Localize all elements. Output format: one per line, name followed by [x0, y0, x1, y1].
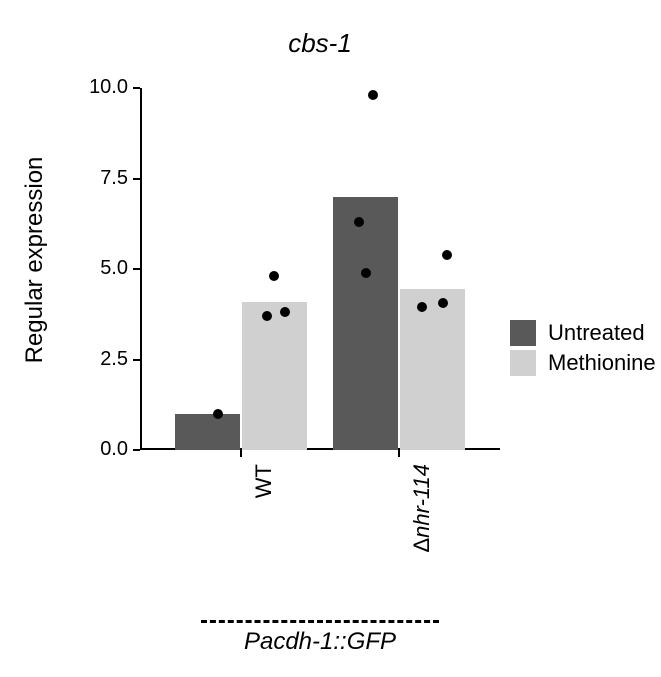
bar	[400, 289, 465, 450]
y-tick-label: 10.0	[80, 76, 128, 99]
data-point	[361, 268, 371, 278]
y-tick	[133, 359, 140, 361]
legend-swatch	[510, 320, 536, 346]
data-point	[368, 90, 378, 100]
chart-title: cbs-1	[140, 28, 500, 59]
y-tick	[133, 268, 140, 270]
y-axis-label: Regular expression	[21, 150, 49, 370]
legend-item: Untreated	[510, 320, 656, 346]
bar	[175, 414, 240, 450]
y-tick	[133, 449, 140, 451]
y-tick-label: 2.5	[80, 348, 128, 371]
y-axis-line	[140, 88, 142, 450]
y-tick-label: 0.0	[80, 438, 128, 461]
y-tick-label: 5.0	[80, 257, 128, 280]
legend: Untreated Methionine	[510, 320, 656, 380]
plot-area: 0.02.55.07.510.0WTΔnhr-114	[140, 70, 500, 450]
data-point	[269, 271, 279, 281]
data-point	[354, 217, 364, 227]
legend-swatch	[510, 350, 536, 376]
y-tick-label: 7.5	[80, 167, 128, 190]
legend-item: Methionine	[510, 350, 656, 376]
legend-label: Methionine	[548, 350, 656, 376]
bar	[242, 302, 307, 450]
group-dashed-line	[201, 620, 439, 623]
legend-label: Untreated	[548, 320, 645, 346]
data-point	[442, 250, 452, 260]
data-point	[213, 409, 223, 419]
x-tick	[240, 450, 242, 457]
bar	[333, 197, 398, 450]
y-tick	[133, 87, 140, 89]
data-point	[417, 302, 427, 312]
x-tick	[398, 450, 400, 457]
below-axis-label: Pacdh-1::GFP	[140, 628, 500, 656]
chart-container: cbs-1 Regular expression 0.02.55.07.510.…	[40, 20, 400, 400]
y-tick	[133, 178, 140, 180]
